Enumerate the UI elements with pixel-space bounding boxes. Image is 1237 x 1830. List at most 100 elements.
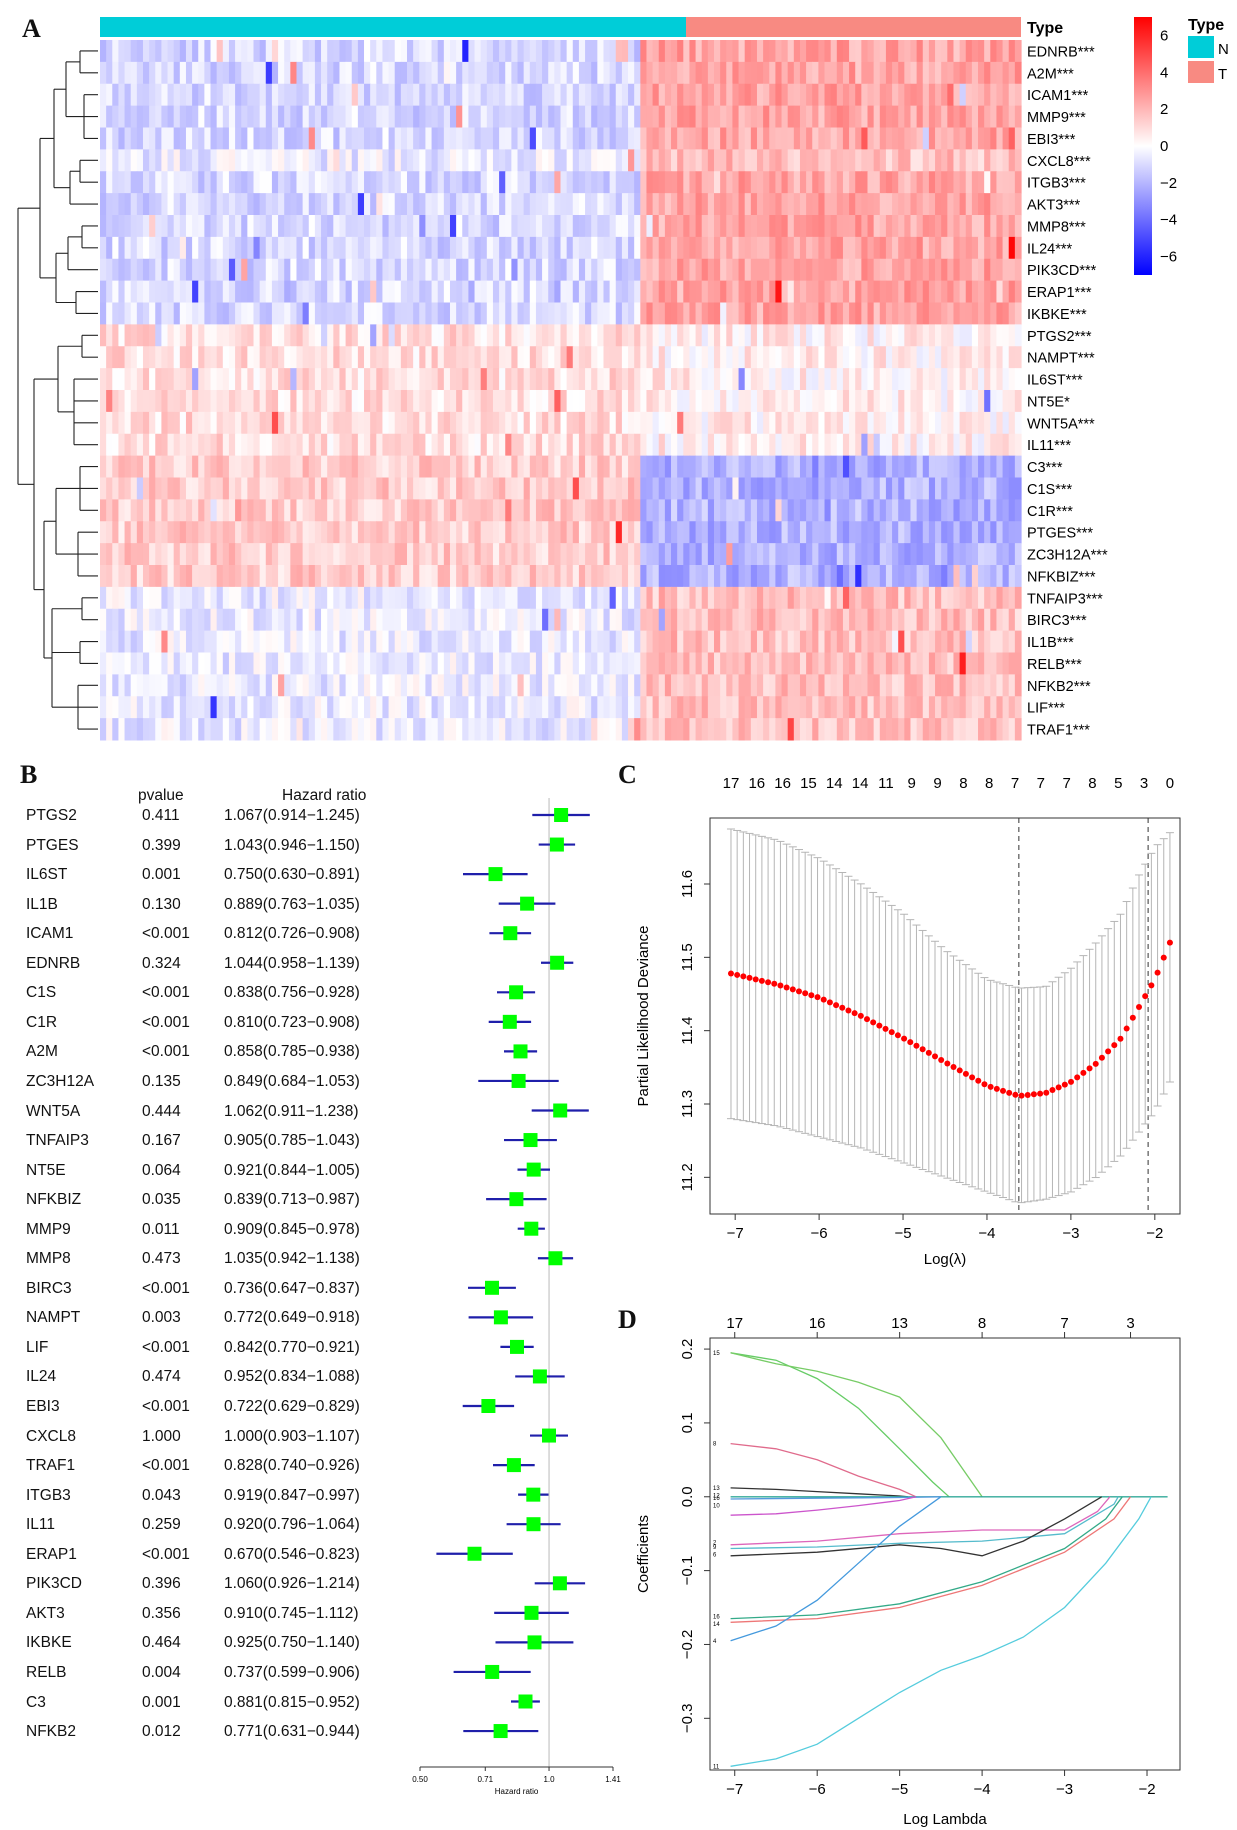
heatmap-cell	[892, 259, 899, 281]
heatmap-cell	[407, 587, 414, 609]
heatmap-cell	[585, 543, 592, 565]
heatmap-cell	[112, 478, 119, 500]
heatmap-cell	[217, 193, 224, 215]
heatmap-cell	[953, 368, 960, 390]
heatmap-cell	[450, 237, 457, 259]
heatmap-cell	[597, 412, 604, 434]
heatmap-cell	[112, 412, 119, 434]
heatmap-cell	[935, 587, 942, 609]
heatmap-cell	[315, 128, 322, 150]
heatmap-cell	[978, 149, 985, 171]
heatmap-cell	[290, 521, 297, 543]
heatmap-cell	[861, 171, 868, 193]
p-value: 0.411	[142, 801, 180, 830]
heatmap-cell	[689, 653, 696, 675]
heatmap-cell	[757, 368, 764, 390]
heatmap-cell	[892, 346, 899, 368]
heatmap-cell	[254, 718, 261, 740]
heatmap-cell	[143, 696, 150, 718]
heatmap-cell	[794, 106, 801, 128]
heatmap-cell	[389, 215, 396, 237]
heatmap-cell	[223, 456, 230, 478]
heatmap-cell	[751, 128, 758, 150]
heatmap-cell	[726, 40, 733, 62]
heatmap-cell	[419, 653, 426, 675]
heatmap-cell	[646, 324, 653, 346]
heatmap-cell	[247, 434, 254, 456]
heatmap-cell	[953, 106, 960, 128]
heatmap-cell	[769, 609, 776, 631]
heatmap-cell	[475, 303, 482, 325]
heatmap-cell	[800, 324, 807, 346]
heatmap-cell	[284, 499, 291, 521]
heatmap-cell	[413, 674, 420, 696]
heatmap-cell	[953, 193, 960, 215]
heatmap-cell	[204, 587, 211, 609]
heatmap-cell	[966, 609, 973, 631]
heatmap-cell	[880, 193, 887, 215]
heatmap-cell	[296, 521, 303, 543]
heatmap-cell	[161, 390, 168, 412]
heatmap-cell	[536, 303, 543, 325]
heatmap-cell	[309, 281, 316, 303]
heatmap-cell	[1003, 478, 1010, 500]
heatmap-cell	[198, 521, 205, 543]
heatmap-cell	[358, 456, 365, 478]
heatmap-cell	[468, 281, 475, 303]
heatmap-cell	[739, 412, 746, 434]
heatmap-cell	[260, 456, 267, 478]
heatmap-cell	[254, 40, 261, 62]
heatmap-cell	[659, 609, 666, 631]
heatmap-cell	[493, 653, 500, 675]
heatmap-cell	[487, 674, 494, 696]
heatmap-cell	[432, 84, 439, 106]
heatmap-cell	[732, 149, 739, 171]
heatmap-cell	[677, 718, 684, 740]
heatmap-cell	[241, 478, 248, 500]
heatmap-cell	[567, 171, 574, 193]
heatmap-cell	[892, 521, 899, 543]
heatmap-cell	[561, 696, 568, 718]
heatmap-cell	[450, 62, 457, 84]
heatmap-cell	[198, 412, 205, 434]
heatmap-cell	[923, 368, 930, 390]
heatmap-cell	[628, 412, 635, 434]
heatmap-cell	[487, 215, 494, 237]
heatmap-cell	[978, 281, 985, 303]
heatmap-cell	[929, 653, 936, 675]
heatmap-cell	[739, 368, 746, 390]
heatmap-cell	[106, 631, 113, 653]
heatmap-cell	[659, 434, 666, 456]
heatmap-cell	[720, 412, 727, 434]
heatmap-cell	[468, 149, 475, 171]
heatmap-cell	[204, 149, 211, 171]
heatmap-cell	[395, 40, 402, 62]
heatmap-cell	[536, 346, 543, 368]
heatmap-cell	[990, 674, 997, 696]
heatmap-cell	[137, 631, 144, 653]
heatmap-cell	[739, 324, 746, 346]
heatmap-cell	[567, 324, 574, 346]
heatmap-cell	[960, 106, 967, 128]
heatmap-cell	[321, 609, 328, 631]
heatmap-cell	[837, 281, 844, 303]
heatmap-cell	[260, 521, 267, 543]
hazard-ratio-value: 0.839(0.713−0.987)	[224, 1185, 360, 1214]
heatmap-cell	[432, 609, 439, 631]
heatmap-cell	[327, 193, 334, 215]
heatmap-cell	[573, 609, 580, 631]
heatmap-cell	[665, 696, 672, 718]
heatmap-cell	[794, 718, 801, 740]
type-bar-tumor	[686, 17, 1021, 37]
heatmap-cell	[567, 456, 574, 478]
heatmap-cell	[831, 324, 838, 346]
heatmap-cell	[941, 237, 948, 259]
hazard-ratio-value: 1.062(0.911−1.238)	[224, 1097, 359, 1126]
heatmap-cell	[702, 521, 709, 543]
heatmap-cell	[898, 84, 905, 106]
heatmap-cell	[278, 499, 285, 521]
heatmap-cell	[591, 565, 598, 587]
heatmap-cell	[333, 259, 340, 281]
heatmap-cell	[432, 674, 439, 696]
heatmap-cell	[775, 303, 782, 325]
